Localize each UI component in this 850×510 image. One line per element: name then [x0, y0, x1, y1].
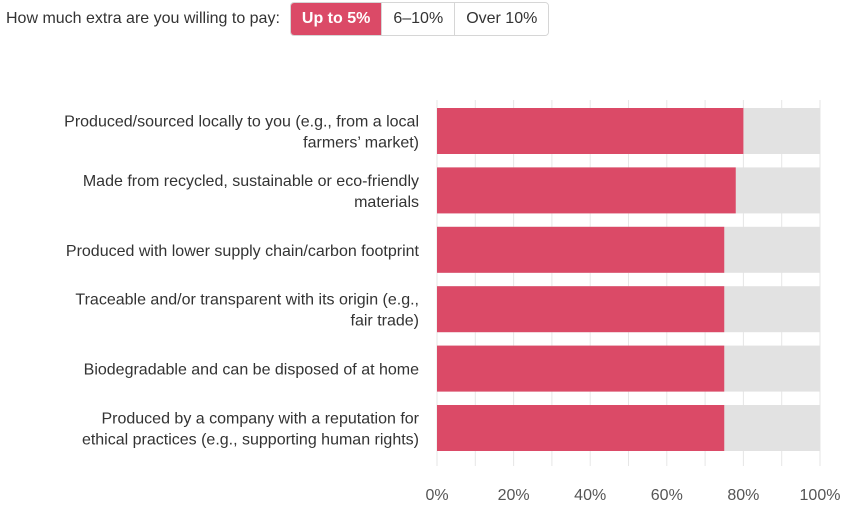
bar: [437, 286, 725, 333]
category-label: Produced/sourced locally to you (e.g., f…: [64, 114, 419, 131]
bar: [437, 405, 725, 451]
x-tick-label: 100%: [800, 487, 841, 504]
category-label: Produced by a company with a reputation …: [101, 411, 419, 428]
filter-label: How much extra are you willing to pay:: [6, 10, 280, 27]
category-label: Traceable and/or transparent with its or…: [75, 292, 419, 309]
filter-segmented-control: Up to 5% 6–10% Over 10%: [289, 2, 550, 36]
x-tick-label: 20%: [498, 487, 530, 504]
category-label: materials: [354, 194, 419, 211]
bar: [437, 226, 725, 273]
bar: [437, 108, 744, 154]
bar: [437, 345, 725, 392]
filter-option-6-10[interactable]: 6–10%: [382, 3, 456, 35]
x-tick-label: 60%: [651, 487, 683, 504]
x-tick-label: 0%: [425, 487, 448, 504]
category-label: ethical practices (e.g., supporting huma…: [82, 432, 419, 449]
category-label: farmers’ market): [303, 135, 419, 152]
category-label: Made from recycled, sustainable or eco-f…: [83, 173, 419, 190]
x-tick-label: 80%: [727, 487, 759, 504]
x-tick-label: 40%: [574, 487, 606, 504]
bar: [437, 167, 736, 214]
willingness-filter: How much extra are you willing to pay: U…: [6, 2, 550, 36]
category-label: fair trade): [351, 313, 419, 330]
category-label: Biodegradable and can be disposed of at …: [84, 362, 419, 379]
filter-option-over-10[interactable]: Over 10%: [455, 3, 549, 35]
category-label: Produced with lower supply chain/carbon …: [66, 243, 420, 260]
filter-option-up-to-5[interactable]: Up to 5%: [290, 3, 383, 35]
